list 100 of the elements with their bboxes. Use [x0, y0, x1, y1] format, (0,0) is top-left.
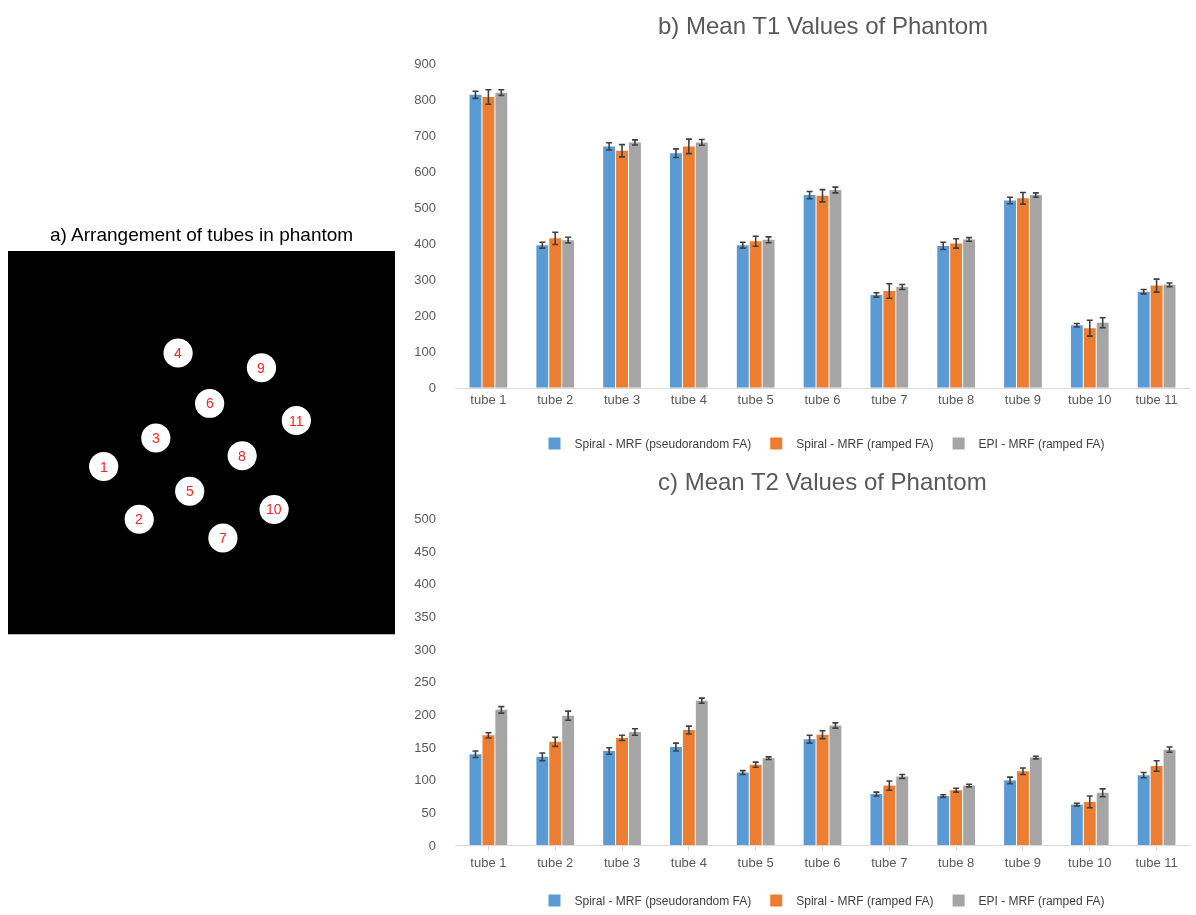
bar: [562, 240, 575, 388]
bar: [1137, 775, 1150, 846]
bar: [749, 241, 762, 388]
y-tick-label: 0: [428, 837, 436, 853]
x-tick-label: tube 8: [938, 854, 975, 870]
bar: [1163, 284, 1176, 388]
bar: [829, 190, 842, 388]
legend-label: Spiral - MRF (pseudorandom FA): [574, 437, 752, 452]
bar: [736, 245, 749, 388]
bar: [616, 737, 628, 846]
bar: [695, 700, 708, 846]
bar: [482, 735, 495, 846]
bar: [549, 238, 562, 388]
y-tick-label: 600: [414, 163, 436, 179]
bar: [937, 796, 950, 846]
y-tick-label: 450: [414, 543, 436, 559]
bar: [816, 195, 829, 388]
bar: [603, 750, 616, 846]
bar: [950, 243, 963, 388]
bar: [1029, 757, 1042, 846]
x-tick-label: tube 9: [1004, 392, 1042, 408]
bar: [495, 92, 508, 388]
bar: [870, 794, 883, 846]
bar: [1150, 285, 1163, 388]
bar: [950, 790, 963, 846]
x-tick-label: tube 6: [804, 392, 841, 408]
x-tick-label: tube 11: [1135, 392, 1178, 408]
bar: [803, 739, 816, 846]
x-tick-label: tube 8: [938, 392, 975, 408]
x-tick-label: tube 2: [537, 854, 574, 870]
bar: [1004, 780, 1016, 846]
bar: [749, 764, 762, 846]
legend-label: EPI - MRF (ramped FA): [978, 894, 1105, 909]
y-tick-label: 100: [414, 772, 436, 788]
bar: [803, 195, 816, 388]
bar: [1017, 198, 1029, 388]
x-tick-label: tube 9: [1004, 854, 1042, 870]
bar: [629, 732, 641, 846]
y-tick-label: 0: [428, 380, 436, 396]
bar: [482, 96, 495, 388]
bar: [682, 146, 695, 388]
x-tick-label: tube 5: [737, 854, 774, 870]
legend-label: Spiral - MRF (pseudorandom FA): [574, 894, 752, 909]
bar: [963, 785, 975, 846]
x-tick-label: tube 10: [1068, 392, 1112, 408]
legend-label: EPI - MRF (ramped FA): [978, 437, 1105, 452]
x-tick-label: tube 5: [737, 392, 774, 408]
bar: [963, 239, 975, 388]
bar: [870, 294, 883, 388]
y-tick-label: 200: [414, 308, 436, 324]
y-tick-label: 100: [414, 344, 436, 360]
y-tick-label: 50: [421, 804, 436, 820]
x-tick-label: tube 4: [670, 392, 707, 408]
bar: [670, 153, 682, 388]
bar: [549, 741, 562, 846]
bar: [469, 94, 482, 388]
bar: [469, 754, 482, 846]
bar: [670, 747, 682, 846]
x-tick-label: tube 10: [1068, 854, 1112, 870]
bar: [1004, 200, 1016, 388]
bar: [536, 245, 549, 388]
bar: [736, 772, 749, 846]
bar: [695, 142, 708, 388]
bar: [1137, 291, 1150, 388]
x-tick-label: tube 11: [1135, 854, 1178, 870]
legend-label: Spiral - MRF (ramped FA): [796, 437, 934, 452]
y-tick-label: 500: [414, 511, 436, 527]
x-tick-label: tube 7: [871, 854, 908, 870]
y-tick-label: 800: [414, 91, 436, 107]
bar: [616, 150, 628, 388]
bar: [896, 776, 909, 846]
y-tick-label: 200: [414, 706, 436, 722]
x-tick-label: tube 1: [470, 854, 507, 870]
bar: [816, 734, 829, 846]
bar: [536, 756, 549, 846]
bar: [1163, 749, 1176, 846]
bar: [629, 142, 641, 388]
x-tick-label: tube 6: [804, 854, 841, 870]
bar: [682, 730, 695, 846]
y-tick-label: 500: [414, 199, 436, 215]
chart-title: b) Mean T1 Values of Phantom: [658, 12, 988, 39]
bar: [883, 785, 896, 846]
y-tick-label: 300: [414, 272, 436, 288]
bar: [937, 245, 950, 388]
bar: [1070, 804, 1083, 846]
bar: [603, 146, 616, 388]
y-tick-label: 900: [414, 55, 436, 71]
y-tick-label: 250: [414, 674, 436, 690]
bar: [1150, 766, 1163, 846]
bar: [1096, 322, 1109, 388]
x-tick-label: tube 1: [470, 392, 507, 408]
bar: [762, 239, 775, 388]
bar: [1096, 792, 1109, 846]
x-tick-label: tube 4: [670, 854, 707, 870]
chart-title: c) Mean T2 Values of Phantom: [658, 468, 987, 495]
y-tick-label: 700: [414, 127, 436, 143]
bar: [883, 291, 896, 388]
bar: [1017, 771, 1029, 846]
bar: [1083, 328, 1096, 388]
x-tick-label: tube 2: [537, 392, 574, 408]
